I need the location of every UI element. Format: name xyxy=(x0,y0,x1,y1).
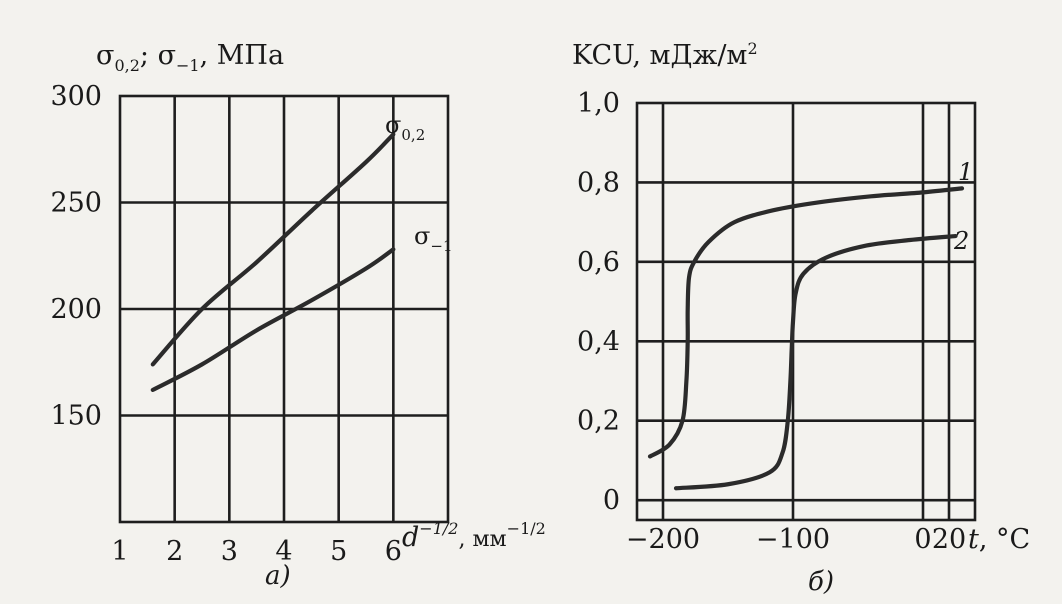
x-tick-label: 4 xyxy=(275,536,292,567)
curve-label-1: 1 xyxy=(958,158,973,186)
curve-sigma-02 xyxy=(150,132,396,367)
x-tick-label: −200 xyxy=(626,524,700,555)
y-tick-label: 0,4 xyxy=(577,326,620,357)
curve-label-2: 2 xyxy=(953,227,969,255)
y-tick-label: 300 xyxy=(50,81,102,112)
x-tick-label: 20 xyxy=(932,524,966,555)
y-title-sub-a1: 0,2 xyxy=(114,56,139,75)
panel-b-curves xyxy=(647,186,965,491)
y-tick-label: 0,8 xyxy=(577,167,620,198)
chart-panel-a: σ0,2; σ−1, МПа 1 2 3 4 5 6 150 200 250 300 d−1/2,… xyxy=(50,40,545,591)
y-tick-label: 150 xyxy=(50,401,102,432)
y-tick-label: 200 xyxy=(50,294,102,325)
panel-a-x-axis-title: d−1/2, мм−1/2 xyxy=(402,519,546,553)
series-label-sigma-minus1: σ−1 xyxy=(414,222,453,255)
y-tick-label: 250 xyxy=(50,188,102,219)
y-title-sub-a2: −1 xyxy=(176,56,200,75)
x-tick-label: 5 xyxy=(330,536,347,567)
x-tick-label: 0 xyxy=(914,524,931,555)
x-tick-label: 6 xyxy=(385,536,402,567)
y-tick-label: 1,0 xyxy=(577,88,620,119)
x-tick-label: 1 xyxy=(111,536,128,567)
panel-b-caption: б) xyxy=(808,567,834,597)
x-tick-label: 2 xyxy=(166,536,183,567)
curve-sigma-minus1 xyxy=(150,247,396,393)
panel-b-y-axis-title: KCU, мДж/м2 xyxy=(572,39,758,71)
curve-1 xyxy=(647,186,965,459)
panel-a-curves xyxy=(150,132,396,393)
series-label-sigma-02: σ0,2 xyxy=(385,111,425,144)
plot-frame xyxy=(635,101,977,522)
x-tick-label: −100 xyxy=(756,524,830,555)
panel-a-grid xyxy=(118,94,450,524)
curve-2 xyxy=(673,233,958,491)
panel-b-x-axis-title: t, °C xyxy=(968,524,1030,555)
y-tick-label: 0,2 xyxy=(577,406,620,437)
panel-a-tick-labels: 1 2 3 4 5 6 150 200 250 300 xyxy=(50,81,401,567)
chart-panel-b: KCU, мДж/м2 −200 −100 0 2000,20,40,60,81,0 … xyxy=(572,39,1030,597)
x-tick-label: 3 xyxy=(221,536,238,567)
panel-a-caption: а) xyxy=(265,561,291,591)
y-tick-label: 0 xyxy=(603,485,620,516)
panel-a-y-axis-title: σ0,2; σ−1, МПа xyxy=(96,40,284,75)
y-tick-label: 0,6 xyxy=(577,247,620,278)
